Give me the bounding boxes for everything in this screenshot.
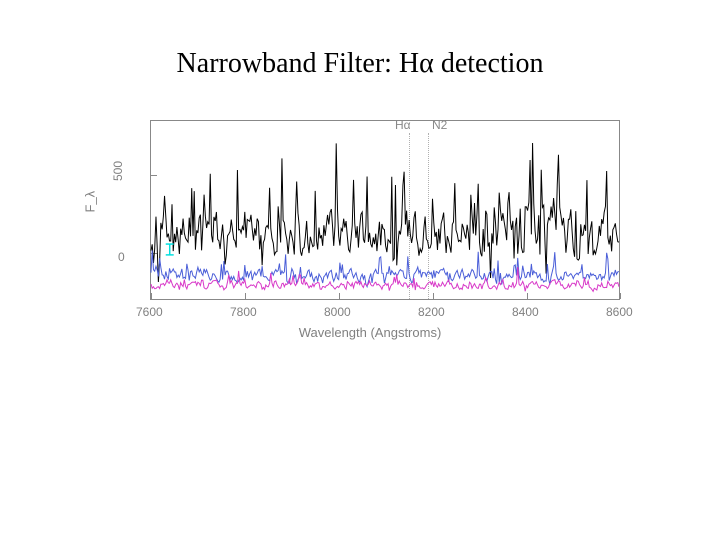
x-tick-2: 8000 xyxy=(324,305,351,319)
y-axis-label: F_λ xyxy=(83,191,98,213)
x-axis-label: Wavelength (Angstroms) xyxy=(100,325,640,340)
page-title: Narrowband Filter: Hα detection xyxy=(0,48,720,80)
spectrum-main xyxy=(151,143,619,282)
plot-region: Hα N2 xyxy=(150,120,620,300)
spectrum-chart: F_λ Wavelength (Angstroms) 0 500 7600 78… xyxy=(100,110,640,340)
x-tick-1: 7800 xyxy=(230,305,257,319)
y-tick-500: 500 xyxy=(111,161,125,181)
spectrum-sky-blue xyxy=(151,250,619,286)
x-tick-mark xyxy=(620,293,621,299)
x-tick-4: 8400 xyxy=(512,305,539,319)
x-tick-3: 8200 xyxy=(418,305,445,319)
spectrum-svg xyxy=(151,121,619,299)
x-tick-0: 7600 xyxy=(136,305,163,319)
x-tick-5: 8600 xyxy=(606,305,633,319)
y-tick-0: 0 xyxy=(118,250,125,264)
